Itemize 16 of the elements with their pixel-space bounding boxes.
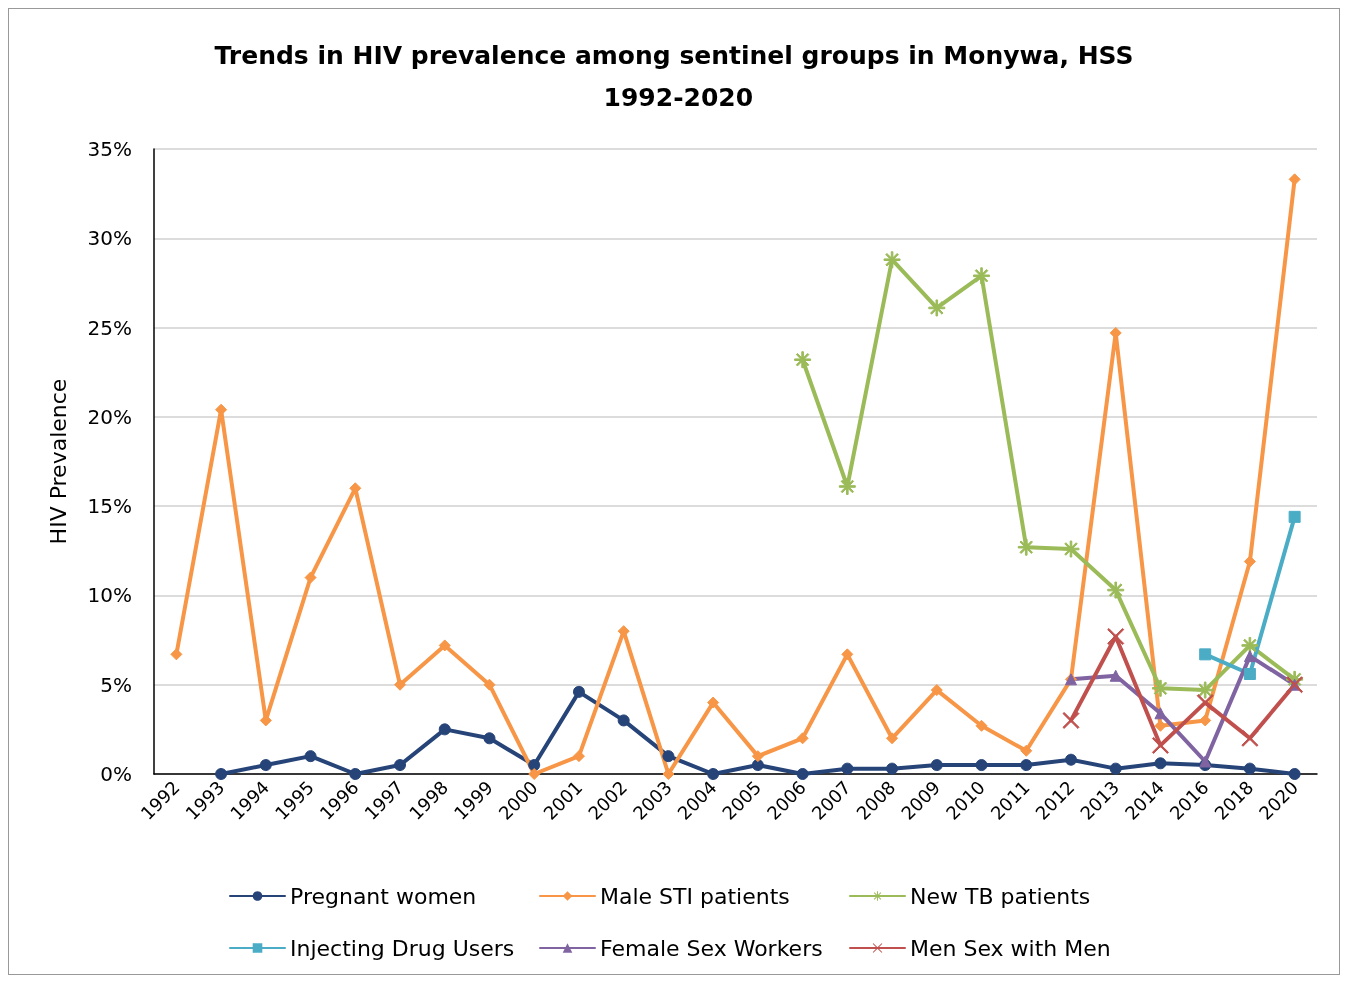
legend-label: Pregnant women [290,883,477,909]
legend-label: Male STI patients [600,883,790,909]
y-tick-label: 10% [87,583,132,608]
y-tick-label: 30% [87,226,132,251]
y-tick-label: 20% [87,404,132,429]
y-axis-title: HIV Prevalence [45,378,71,545]
legend-label: New TB patients [910,883,1091,909]
y-tick-label: 5% [100,672,132,697]
legend-label: Female Sex Workers [600,935,823,961]
y-tick-label: 0% [100,762,132,786]
y-tick-label: 25% [87,315,132,340]
y-tick-label: 15% [87,494,132,519]
y-tick-label: 35% [87,137,132,161]
legend-label: Injecting Drug Users [290,935,515,961]
legend-label: Men Sex with Men [910,935,1111,961]
chart-title: Trends in HIV prevalence among sentinel groups in Monywa, HSS 1992-2020 [214,40,1134,112]
